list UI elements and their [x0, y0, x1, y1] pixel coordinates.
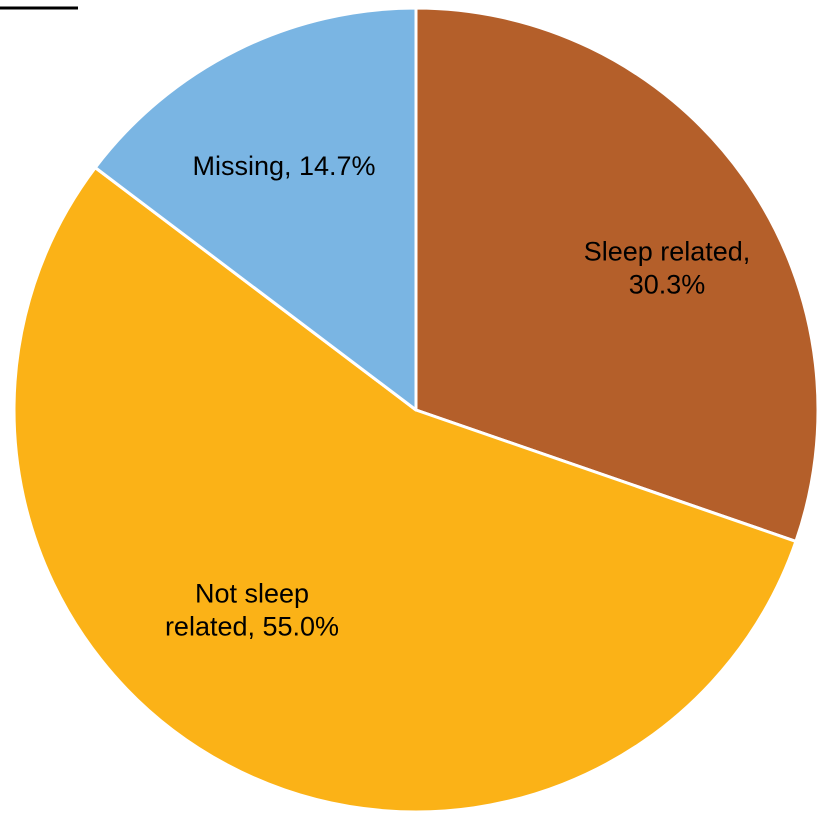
labels-layer: Sleep related, 30.3% Not sleep related, 55.… — [165, 151, 750, 642]
pie-slice-missing — [93, 6, 418, 412]
slice-label-line: related, 55.0% — [165, 612, 339, 642]
slice-label-line: 30.3% — [629, 270, 706, 300]
slice-label-line: Not sleep — [195, 579, 309, 609]
slice-label-sleep-related: Sleep related, 30.3% — [584, 237, 751, 300]
pie-slice-not-sleep-related — [12, 166, 798, 814]
slice-label-not-sleep-related: Not sleep related, 55.0% — [165, 579, 339, 642]
slice-label-line: Missing, 14.7% — [192, 151, 375, 181]
slice-label-line: Sleep related, — [584, 237, 751, 267]
slice-label-missing: Missing, 14.7% — [192, 151, 375, 181]
pie-slice-sleep-related — [414, 6, 819, 543]
slices-layer — [12, 6, 819, 814]
